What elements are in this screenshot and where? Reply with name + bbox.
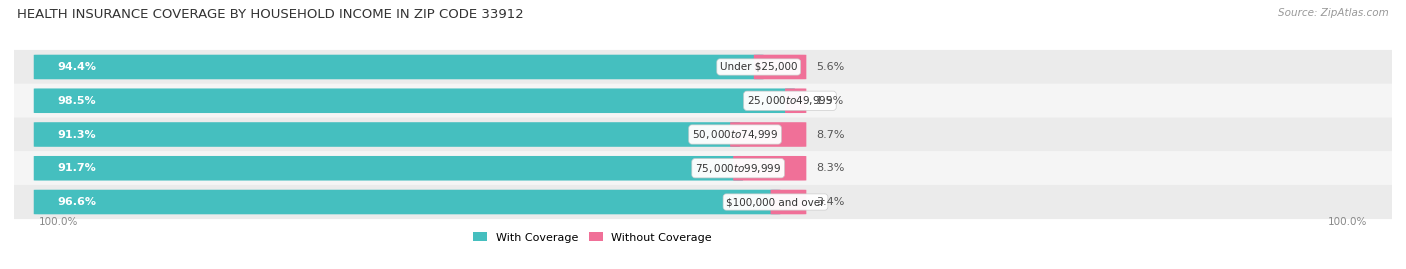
Text: Under $25,000: Under $25,000: [720, 62, 797, 72]
Text: Source: ZipAtlas.com: Source: ZipAtlas.com: [1278, 8, 1389, 18]
Text: 94.4%: 94.4%: [58, 62, 96, 72]
Text: 91.3%: 91.3%: [58, 129, 96, 140]
Text: 96.6%: 96.6%: [58, 197, 96, 207]
Text: $75,000 to $99,999: $75,000 to $99,999: [695, 162, 782, 175]
Text: $25,000 to $49,999: $25,000 to $49,999: [747, 94, 834, 107]
FancyBboxPatch shape: [754, 55, 807, 79]
FancyBboxPatch shape: [770, 190, 807, 214]
Text: 3.4%: 3.4%: [815, 197, 845, 207]
Text: 8.7%: 8.7%: [815, 129, 845, 140]
Text: HEALTH INSURANCE COVERAGE BY HOUSEHOLD INCOME IN ZIP CODE 33912: HEALTH INSURANCE COVERAGE BY HOUSEHOLD I…: [17, 8, 523, 21]
FancyBboxPatch shape: [8, 185, 1406, 219]
Text: 91.7%: 91.7%: [58, 163, 96, 173]
FancyBboxPatch shape: [8, 84, 1406, 118]
Text: 98.5%: 98.5%: [58, 96, 96, 106]
Text: 1.5%: 1.5%: [815, 96, 845, 106]
FancyBboxPatch shape: [8, 118, 1406, 151]
FancyBboxPatch shape: [733, 156, 807, 180]
FancyBboxPatch shape: [8, 151, 1406, 185]
FancyBboxPatch shape: [34, 190, 780, 214]
FancyBboxPatch shape: [8, 50, 1406, 84]
FancyBboxPatch shape: [730, 122, 806, 147]
Text: 100.0%: 100.0%: [39, 217, 79, 227]
FancyBboxPatch shape: [34, 122, 740, 147]
FancyBboxPatch shape: [34, 89, 794, 113]
Text: $100,000 and over: $100,000 and over: [727, 197, 825, 207]
Text: 8.3%: 8.3%: [817, 163, 845, 173]
Text: $50,000 to $74,999: $50,000 to $74,999: [692, 128, 778, 141]
FancyBboxPatch shape: [34, 55, 763, 79]
FancyBboxPatch shape: [34, 156, 742, 180]
Legend: With Coverage, Without Coverage: With Coverage, Without Coverage: [474, 232, 711, 243]
FancyBboxPatch shape: [785, 89, 807, 113]
Text: 5.6%: 5.6%: [815, 62, 845, 72]
Text: 100.0%: 100.0%: [1327, 217, 1367, 227]
